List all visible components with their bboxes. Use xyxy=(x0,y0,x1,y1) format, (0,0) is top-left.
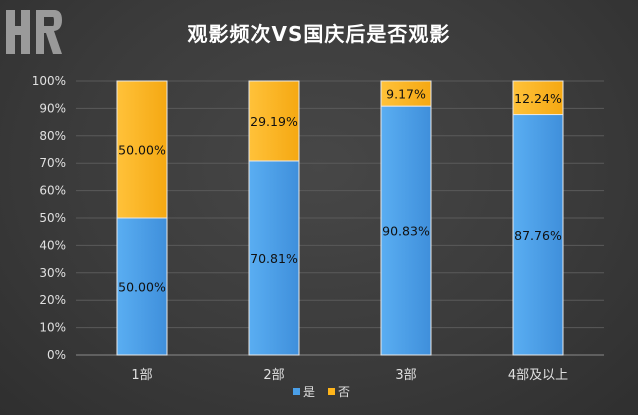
y-tick-label: 80% xyxy=(39,129,66,143)
data-label: 70.81% xyxy=(250,251,298,266)
data-label: 50.00% xyxy=(118,143,166,158)
y-tick-label: 20% xyxy=(39,293,66,307)
legend-label-no: 否 xyxy=(338,385,350,399)
data-label: 50.00% xyxy=(118,280,166,295)
hr-logo-icon xyxy=(6,10,62,54)
y-tick-label: 10% xyxy=(39,321,66,335)
y-tick-label: 30% xyxy=(39,266,66,280)
x-tick-label: 4部及以上 xyxy=(508,368,568,383)
data-label: 90.83% xyxy=(382,224,430,239)
y-tick-label: 90% xyxy=(39,101,66,115)
bar-segment-no xyxy=(248,80,300,162)
chart-title: 观影频次VS国庆后是否观影 xyxy=(187,22,451,46)
bar-segment-yes xyxy=(116,217,168,356)
data-label: 87.76% xyxy=(514,228,562,243)
bar-segment-no xyxy=(380,80,432,107)
y-tick-label: 100% xyxy=(32,74,66,88)
x-tick-label: 2部 xyxy=(263,368,284,383)
bar-segment-no xyxy=(512,80,564,116)
data-label: 29.19% xyxy=(250,114,298,129)
y-tick-label: 70% xyxy=(39,156,66,170)
y-tick-label: 50% xyxy=(39,211,66,225)
bar-segment-yes xyxy=(248,160,300,356)
bar-segment-no xyxy=(116,80,168,219)
x-tick-label: 1部 xyxy=(131,368,152,383)
legend-swatch-yes xyxy=(293,388,300,395)
bar-segment-yes xyxy=(512,114,564,356)
x-tick-label: 3部 xyxy=(395,368,416,383)
legend-swatch-no xyxy=(328,388,335,395)
y-tick-label: 0% xyxy=(47,348,66,362)
data-label: 12.24% xyxy=(514,91,562,106)
y-tick-label: 60% xyxy=(39,184,66,198)
y-tick-label: 40% xyxy=(39,238,66,252)
data-label: 9.17% xyxy=(386,87,426,102)
legend-label-yes: 是 xyxy=(303,385,315,399)
